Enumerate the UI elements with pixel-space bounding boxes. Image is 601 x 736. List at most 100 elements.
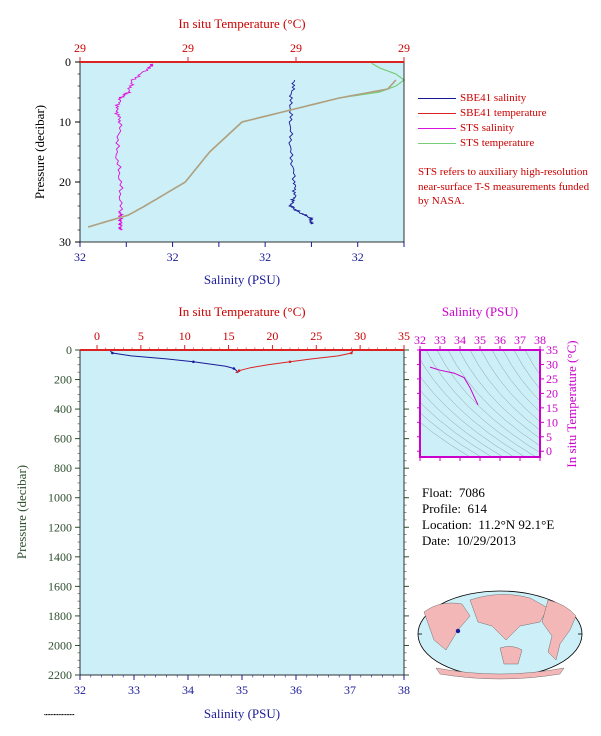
legend-item-sts-temperature: STS temperature [418, 137, 534, 151]
bottom-temp-tick-label: 15 [223, 329, 235, 343]
date-info-row: Date: 10/29/2013 [422, 533, 516, 548]
top-curves [87, 62, 405, 231]
ts-temp-tick-label: 0 [546, 444, 552, 458]
legend-item-sts-salinity: STS salinity [418, 122, 514, 136]
legend-item-sbe41-temperature: SBE41 temperature [418, 107, 546, 121]
top-pressure-tick-label: 0 [65, 55, 71, 69]
bottom-temperature-line-point [237, 369, 241, 373]
bottom-footer-code: ▪▪▪▪▪▪▪▪▪▪▪▪▪▪▪▪▪▪▪ [44, 712, 75, 717]
top-sal-tick-label: 32 [352, 250, 364, 264]
bottom-plot-area [80, 350, 404, 675]
map-land-africa [423, 602, 471, 651]
map-land-eurasia [469, 594, 549, 641]
ts-density-contour [469, 350, 540, 431]
ts-density-contour [436, 350, 540, 454]
bottom-sal-tick-label: 35 [236, 683, 248, 697]
ts-temp-tick-label: 15 [546, 401, 558, 415]
bottom-pressure-tick-label: 2000 [48, 638, 72, 652]
bottom-pressure-tick-label: 400 [54, 402, 72, 416]
bottom-pressure-tick-label: 800 [54, 461, 72, 475]
top-pressure-tick-label: 20 [59, 175, 71, 189]
ts-density-contour [420, 389, 504, 457]
bottom-temp-tick-label: 20 [266, 329, 278, 343]
bottom-temp-title: In situ Temperature (°C) [178, 304, 305, 319]
bottom-temp-tick-label: 0 [94, 329, 100, 343]
bottom-pressure-tick-label: 1600 [48, 579, 72, 593]
ts-density-contour [480, 350, 540, 422]
bottom-temp-tick-label: 35 [398, 329, 410, 343]
bottom-pressure-tick-label: 600 [54, 432, 72, 446]
bottom-pressure-tick-label: 0 [66, 343, 72, 357]
top-temp-tick-label: 29 [398, 41, 410, 55]
sbe41-temperature-line [87, 79, 397, 228]
top-sal-label: Salinity (PSU) [204, 272, 280, 287]
ts-density-contour [420, 358, 526, 457]
ts-temp-tick-label: 20 [546, 386, 558, 400]
top-temp-tick-label: 29 [182, 41, 194, 55]
date-value: 10/29/2013 [456, 533, 516, 548]
ts-temp-tick-label: 35 [546, 343, 558, 357]
ts-density-contour [420, 422, 471, 457]
bottom-pressure-tick-label: 1000 [48, 491, 72, 505]
legend-item-sbe41-salinity: SBE41 salinity [418, 92, 526, 106]
ts-sal-tick-label: 36 [494, 333, 506, 347]
ts-density-contour [513, 350, 540, 390]
bottom-sal-tick-label: 33 [128, 683, 140, 697]
bottom-salinity-line-point [192, 360, 195, 364]
ts-density-contour [524, 350, 540, 376]
ts-density-contour [458, 350, 540, 439]
float-id: 7086 [458, 485, 485, 500]
top-temp-tick-label: 29 [74, 41, 86, 55]
bottom-temp-tick-label: 5 [138, 329, 144, 343]
bottom-sal-tick-label: 37 [344, 683, 356, 697]
profile-number: 614 [467, 501, 488, 516]
ts-curve [429, 366, 479, 406]
world-map [417, 590, 583, 680]
top-panel: 29 29 29 29 32 32 32 32 0 10 20 30 In situ Temperat… [32, 16, 410, 287]
ts-density-contour [502, 350, 540, 402]
bottom-panel: 0 5 10 15 20 25 30 35 32 33 34 35 36 37 38 0 200 400 600 80… [14, 304, 410, 721]
top-sal-tick-label: 32 [259, 250, 271, 264]
ts-temp-label: In situ Temperature (°C) [564, 340, 579, 467]
ts-density-contours [420, 350, 540, 457]
ts-profile-line [429, 366, 479, 406]
map-land-antarctica [435, 667, 565, 680]
bottom-temperature-line-point [350, 351, 353, 355]
bottom-sal-tick-label: 34 [182, 683, 194, 697]
ts-sal-tick-label: 33 [434, 333, 446, 347]
sts-note: STS refers to auxiliary high-resolution … [418, 166, 590, 207]
bottom-temp-tick-label: 25 [310, 329, 322, 343]
bottom-temp-tick-label: 30 [354, 329, 366, 343]
top-sal-tick-label: 32 [167, 250, 179, 264]
map-float-location-marker [455, 628, 461, 634]
ts-density-contour [447, 350, 540, 447]
location-info-row: Location: 11.2°N 92.1°E [422, 517, 555, 532]
bottom-sal-tick-label: 38 [398, 683, 410, 697]
ts-density-contour [420, 375, 515, 457]
ts-temp-tick-label: 30 [546, 357, 558, 371]
ts-sal-tick-label: 34 [454, 333, 466, 347]
ts-density-contour [420, 412, 482, 457]
bottom-temperature-line-point [288, 360, 292, 364]
top-pressure-label: Pressure (decibar) [32, 105, 47, 199]
ts-density-contour [491, 350, 540, 413]
ts-temp-tick-label: 10 [546, 415, 558, 429]
bottom-sal-label: Salinity (PSU) [204, 706, 280, 721]
bottom-pressure-tick-label: 1200 [48, 520, 72, 534]
map-land-australia [499, 646, 523, 665]
bottom-salinity-line-point [111, 351, 114, 355]
ts-sal-tick-label: 38 [534, 333, 546, 347]
bottom-pressure-tick-label: 1800 [48, 609, 72, 623]
ts-density-contour [420, 401, 493, 457]
ts-temp-tick-label: 5 [546, 430, 552, 444]
bottom-pressure-tick-label: 2200 [48, 668, 72, 682]
bottom-salinity-line [109, 349, 239, 374]
map-land-americas [541, 599, 577, 661]
ts-sal-tick-label: 37 [514, 333, 526, 347]
bottom-sal-tick-label: 32 [74, 683, 86, 697]
ts-sal-tick-label: 35 [474, 333, 486, 347]
bottom-pressure-tick-label: 1400 [48, 550, 72, 564]
bottom-sal-tick-label: 36 [290, 683, 302, 697]
location-value: 11.2°N 92.1°E [478, 517, 555, 532]
